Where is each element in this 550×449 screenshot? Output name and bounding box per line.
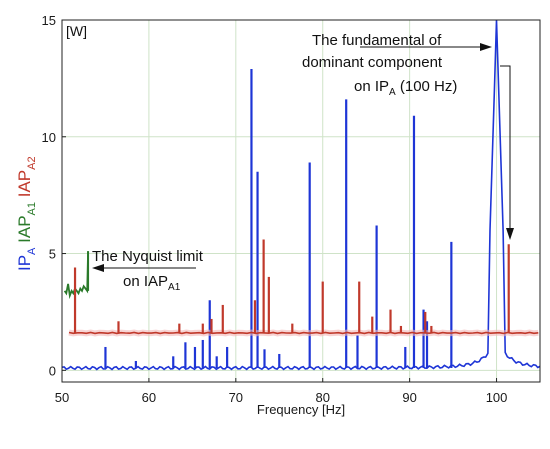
svg-text:IPA IAPA1 IAPA2: IPA IAPA1 IAPA2	[15, 156, 38, 271]
x-tick-label: 90	[402, 390, 416, 405]
x-tick-label: 80	[315, 390, 329, 405]
x-tick-label: 70	[229, 390, 243, 405]
fund-text-sub: A	[389, 87, 396, 98]
y-axis-label: IPA IAPA1 IAPA2	[15, 156, 38, 271]
nyquist-arrowhead	[92, 264, 104, 272]
fund-arrowhead-bottom	[506, 228, 514, 240]
nyquist-annotation: The Nyquist limit on IAPA1	[92, 248, 204, 293]
y-tick-label: 5	[49, 247, 56, 262]
fund-text-line2: dominant component	[302, 54, 443, 71]
series-baseline	[68, 331, 539, 335]
fund-arrow-bottom-line	[500, 65, 511, 230]
x-axis-label: Frequency [Hz]	[257, 402, 345, 417]
x-tick-label: 60	[142, 390, 156, 405]
y-tick-label: 10	[42, 130, 56, 145]
fund-arrowhead-top	[480, 43, 492, 51]
y-label-iapa2: IAP	[15, 170, 34, 197]
x-tick-label: 50	[55, 390, 69, 405]
series-line	[63, 251, 89, 300]
y-label-iapa2-sub: A2	[26, 156, 38, 169]
nyquist-text-line1: The Nyquist limit	[92, 248, 204, 265]
fund-text-rest: (100 Hz)	[396, 78, 458, 95]
y-label-ipa: IP	[15, 255, 34, 271]
x-tick-label: 100	[486, 390, 508, 405]
y-tick-label: 15	[42, 13, 56, 28]
plot-frame	[61, 19, 541, 383]
y-label-ipa-sub: A	[26, 247, 38, 255]
fund-text-line3: on IPA (100 Hz)	[354, 78, 457, 98]
y-tick-labels: 0 5 10 15	[42, 13, 66, 378]
nyquist-text-sub: A1	[168, 282, 181, 293]
y-label-iapa1: IAP	[15, 215, 34, 242]
fundamental-annotation: The fundamental of dominant component on…	[302, 32, 514, 240]
unit-label: [W]	[66, 23, 87, 39]
x-tick-labels: 50 60 70 80 90 100	[55, 378, 508, 405]
y-label-iapa1-sub: A1	[26, 202, 38, 215]
nyquist-text-main: on IAP	[123, 273, 168, 290]
nyquist-text-line2: on IAPA1	[123, 273, 181, 293]
fund-text-line1: The fundamental of	[312, 32, 442, 49]
fund-text-main: on IP	[354, 78, 389, 95]
series-iap-a2	[68, 239, 539, 337]
series-iap-a1	[63, 251, 90, 300]
y-tick-label: 0	[49, 363, 56, 378]
series-layer	[62, 20, 540, 371]
series-baseline	[62, 20, 540, 371]
